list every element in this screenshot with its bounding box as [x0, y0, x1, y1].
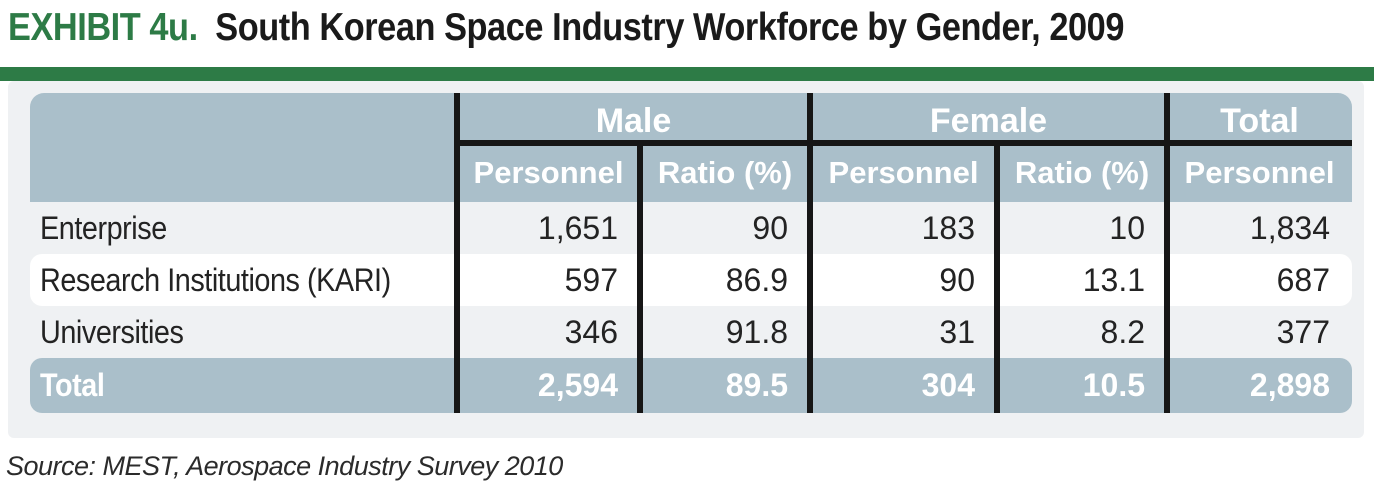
row-label: Enterprise — [40, 209, 167, 246]
column-rule-labels — [454, 93, 460, 413]
subheader-female-personnel: Personnel — [828, 154, 979, 190]
table-row-research: Research Institutions (KARI) 597 86.9 90… — [30, 254, 1352, 306]
cell-total-personnel: 687 — [1276, 261, 1330, 298]
row-label: Total — [40, 367, 105, 403]
cell-female-personnel: 304 — [921, 367, 975, 403]
column-group-female: Female — [929, 101, 1048, 140]
table-header: Male Female Total Personnel Ratio (%) Pe… — [30, 93, 1352, 202]
header-divider-rule — [454, 140, 1352, 146]
cell-female-ratio: 10.5 — [1082, 367, 1145, 403]
header-corner-cell — [30, 93, 457, 202]
cell-total-personnel: 1,834 — [1249, 209, 1330, 246]
exhibit-label: EXHIBIT 4u. — [8, 6, 198, 49]
row-label: Universities — [40, 313, 184, 350]
page-title: South Korean Space Industry Workforce by… — [215, 6, 1124, 49]
subheader-female-ratio: Ratio (%) — [1014, 154, 1150, 190]
column-rule-male-inner — [637, 140, 643, 413]
cell-male-ratio: 91.8 — [725, 313, 788, 350]
column-rule-female-inner — [994, 140, 1000, 413]
cell-male-ratio: 89.5 — [725, 367, 788, 403]
table-row-universities: Universities 346 91.8 31 8.2 377 — [30, 306, 1352, 358]
cell-female-personnel: 31 — [939, 313, 975, 350]
column-rule-female-total — [1164, 93, 1170, 413]
workforce-table: Male Female Total Personnel Ratio (%) Pe… — [30, 93, 1352, 413]
cell-male-personnel: 2,594 — [537, 367, 618, 403]
cell-female-ratio: 8.2 — [1100, 313, 1145, 350]
row-label: Research Institutions (KARI) — [40, 261, 391, 298]
table-row-enterprise: Enterprise 1,651 90 183 10 1,834 — [30, 202, 1352, 254]
cell-male-personnel: 597 — [564, 261, 618, 298]
subheader-total-personnel: Personnel — [1184, 154, 1335, 190]
cell-male-ratio: 90 — [752, 209, 788, 246]
table-panel: Male Female Total Personnel Ratio (%) Pe… — [8, 81, 1364, 438]
column-group-male: Male — [595, 101, 672, 140]
cell-male-personnel: 1,651 — [537, 209, 618, 246]
exhibit-heading: EXHIBIT 4u. South Korean Space Industry W… — [8, 6, 1124, 50]
subheader-male-personnel: Personnel — [473, 154, 624, 190]
cell-female-ratio: 13.1 — [1082, 261, 1145, 298]
cell-male-ratio: 86.9 — [725, 261, 788, 298]
cell-female-personnel: 183 — [921, 209, 975, 246]
subheader-male-ratio: Ratio (%) — [657, 154, 793, 190]
column-rule-male-female — [807, 93, 813, 413]
cell-male-personnel: 346 — [564, 313, 618, 350]
cell-total-personnel: 2,898 — [1249, 367, 1330, 403]
cell-total-personnel: 377 — [1276, 313, 1330, 350]
column-group-total: Total — [1220, 101, 1299, 140]
table-row-total: Total 2,594 89.5 304 10.5 2,898 — [30, 358, 1352, 413]
cell-female-ratio: 10 — [1109, 209, 1145, 246]
cell-female-personnel: 90 — [939, 261, 975, 298]
accent-bar — [0, 67, 1374, 81]
source-note: Source: MEST, Aerospace Industry Survey … — [6, 451, 563, 481]
